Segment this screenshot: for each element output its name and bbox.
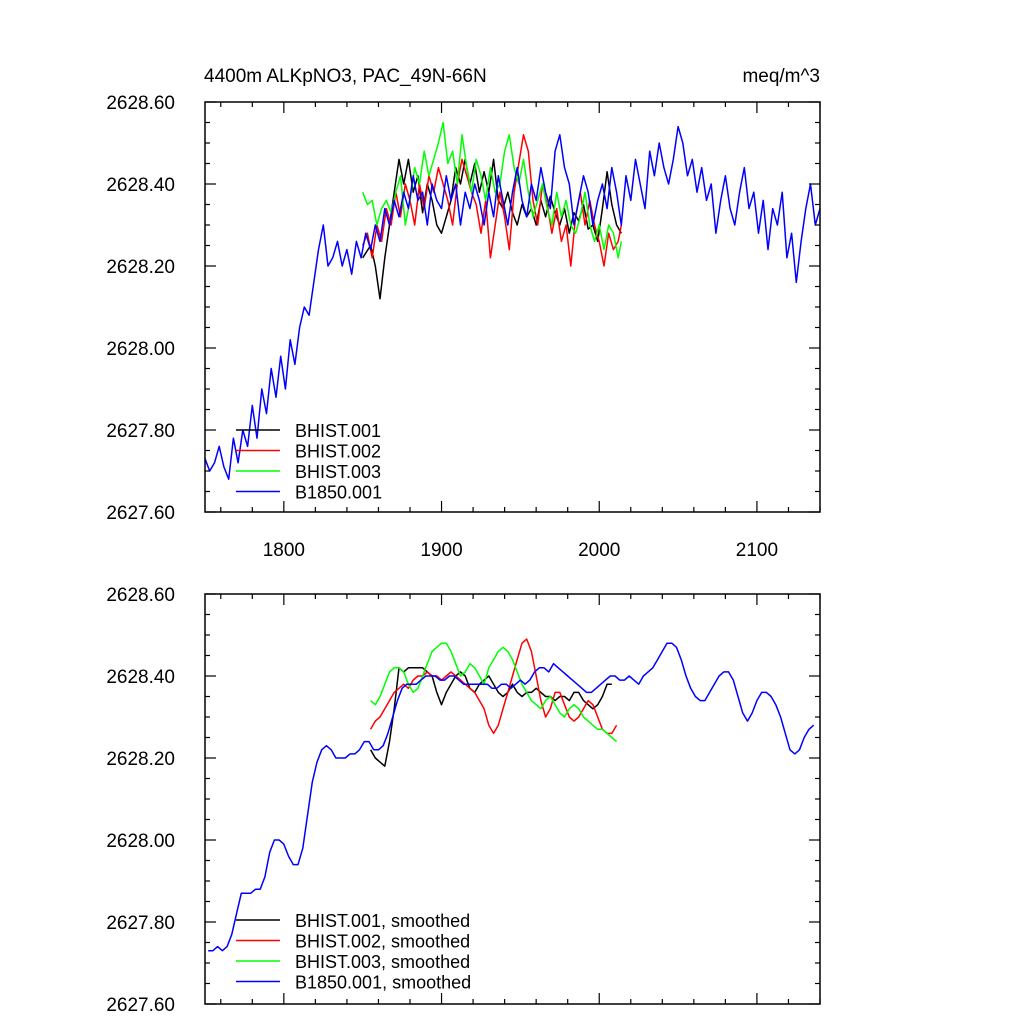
bottom-series-layer <box>208 638 815 952</box>
top-y-tick-label: 2628.20 <box>106 257 175 278</box>
top-y-tick-label: 2628.40 <box>106 175 175 196</box>
bottom-legend-label-2: BHIST.003, smoothed <box>295 952 470 972</box>
bottom-y-tick-label: 2628.40 <box>106 667 175 688</box>
bottom-y-tick-label: 2627.60 <box>106 995 175 1016</box>
bottom-plot-frame <box>204 593 821 1005</box>
top-x-tick-label: 2100 <box>736 540 778 561</box>
bottom-y-tick-label: 2628.00 <box>106 831 175 852</box>
bottom-y-tick-label: 2628.60 <box>106 585 175 606</box>
top-y-tick-label: 2627.60 <box>106 503 175 524</box>
top-series-layer <box>204 121 821 480</box>
top-plot-frame <box>204 101 821 513</box>
bottom-series-line-3 <box>208 642 815 952</box>
top-series-line-3 <box>204 125 821 480</box>
top-legend-label-2: BHIST.003 <box>295 462 381 482</box>
top-x-tick-label: 1900 <box>420 540 462 561</box>
bottom-series-line-1 <box>369 638 618 735</box>
top-y-tick-label: 2628.60 <box>106 93 175 114</box>
top-legend-label-3: B1850.001 <box>295 483 382 503</box>
top-x-tick-label: 2000 <box>578 540 620 561</box>
top-x-tick-label: 1800 <box>263 540 305 561</box>
bottom-y-tick-label: 2628.20 <box>106 749 175 770</box>
bottom-y-tick-label: 2627.80 <box>106 913 175 934</box>
top-y-tick-label: 2627.80 <box>106 421 175 442</box>
top-legend-label-1: BHIST.002 <box>295 442 381 462</box>
top-series-line-2 <box>361 121 623 259</box>
bottom-series-line-2 <box>370 642 618 743</box>
bottom-legend-label-0: BHIST.001, smoothed <box>295 911 470 931</box>
bottom-panel: 2627.60 2627.80 2628.00 2628.20 2628.40 2628.… <box>106 585 821 1016</box>
top-legend-label-0: BHIST.001 <box>295 421 381 441</box>
chart-units: meq/m^3 <box>742 66 820 87</box>
chart-title: 4400m ALKpNO3, PAC_49N-66N <box>204 66 487 87</box>
top-panel: 4400m ALKpNO3, PAC_49N-66N meq/m^3 2627.… <box>106 66 821 561</box>
bottom-series-line-0 <box>369 667 612 767</box>
bottom-legend-label-3: B1850.001, smoothed <box>295 973 471 993</box>
bottom-tick-layer: 2627.60 2627.80 2628.00 2628.20 2628.40 2628.… <box>106 585 821 1016</box>
bottom-legend-label-1: BHIST.002, smoothed <box>295 932 470 952</box>
top-y-tick-label: 2628.00 <box>106 339 175 360</box>
